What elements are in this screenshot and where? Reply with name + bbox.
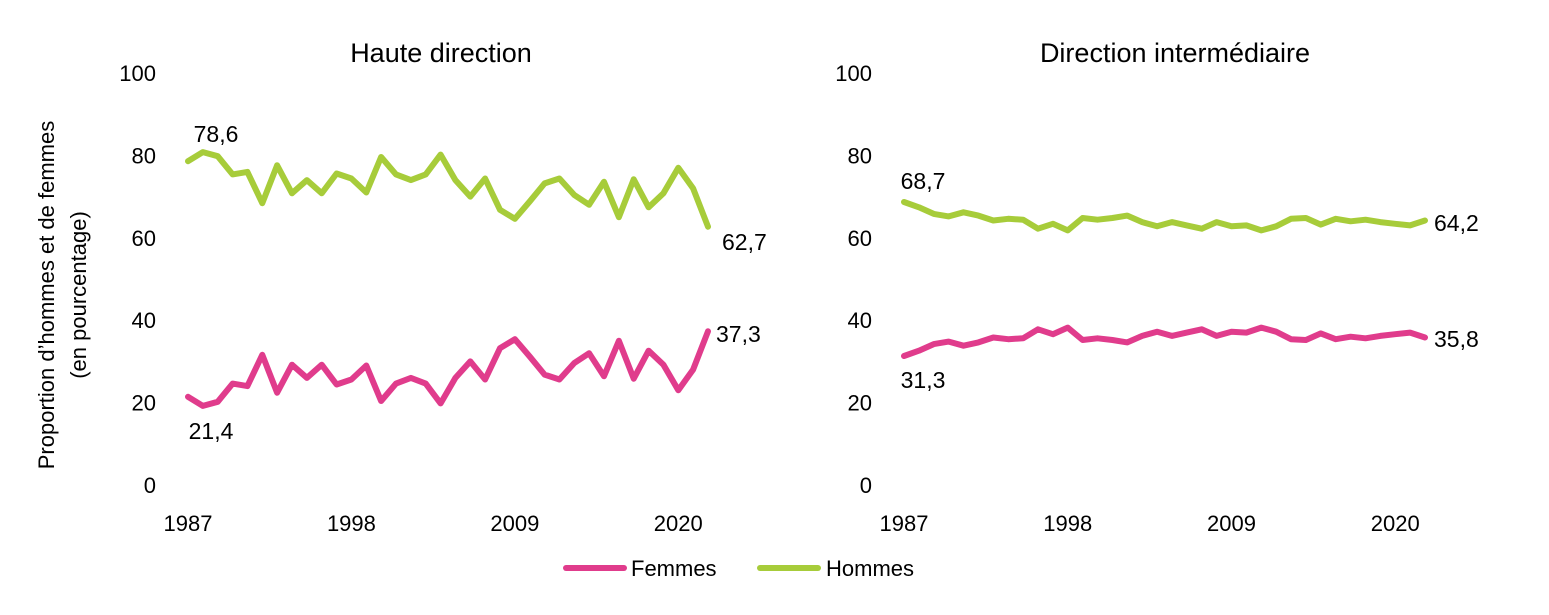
y-tick-label: 20: [848, 391, 872, 416]
x-tick-label: 2009: [1207, 511, 1256, 536]
x-tick-label: 1998: [1043, 511, 1092, 536]
legend-label-hommes: Hommes: [826, 556, 914, 581]
data-label: 37,3: [716, 321, 761, 347]
x-tick-label: 2020: [654, 511, 703, 536]
panel-direction-intermediaire: Direction intermédiaire 0 20 40 60 80 100 1987 1…: [835, 38, 1478, 536]
series-line-femmes: [185, 328, 711, 409]
series-line-femmes: [901, 324, 1428, 359]
x-tick-label: 2020: [1371, 511, 1420, 536]
y-tick-label: 60: [132, 226, 156, 251]
y-tick-label: 100: [835, 61, 872, 86]
y-tick-label: 0: [860, 473, 872, 498]
y-tick-label: 80: [132, 143, 156, 168]
legend: Femmes Hommes: [563, 556, 914, 581]
series-line-hommes: [901, 199, 1428, 234]
chart-title: Direction intermédiaire: [1040, 38, 1310, 68]
chart-title: Haute direction: [350, 38, 532, 68]
data-label: 64,2: [1434, 210, 1479, 236]
y-tick-label: 40: [132, 308, 156, 333]
y-tick-label: 40: [848, 308, 872, 333]
y-tick-label: 80: [848, 143, 872, 168]
x-tick-label: 2009: [490, 511, 539, 536]
data-label: 21,4: [189, 418, 234, 444]
x-tick-label: 1987: [880, 511, 929, 536]
data-label: 78,6: [194, 121, 239, 147]
y-axis-label-line-1: Proportion d’hommes et de femmes: [34, 121, 59, 470]
series-line-hommes: [185, 149, 711, 230]
panel-haute-direction: Haute direction 0 20 40 60 80 100 1987 1998 2009 2…: [119, 38, 766, 536]
y-tick-label: 20: [132, 391, 156, 416]
y-tick-label: 60: [848, 226, 872, 251]
data-label: 62,7: [722, 229, 767, 255]
y-axis-label: Proportion d’hommes et de femmes (en pou…: [34, 121, 91, 470]
x-tick-label: 1998: [327, 511, 376, 536]
y-tick-label: 100: [119, 61, 156, 86]
legend-label-femmes: Femmes: [631, 556, 717, 581]
data-label: 35,8: [1434, 326, 1479, 352]
y-axis-label-line-2: (en pourcentage): [66, 211, 91, 379]
x-tick-label: 1987: [164, 511, 213, 536]
data-label: 31,3: [901, 367, 946, 393]
y-tick-label: 0: [144, 473, 156, 498]
data-label: 68,7: [901, 168, 946, 194]
